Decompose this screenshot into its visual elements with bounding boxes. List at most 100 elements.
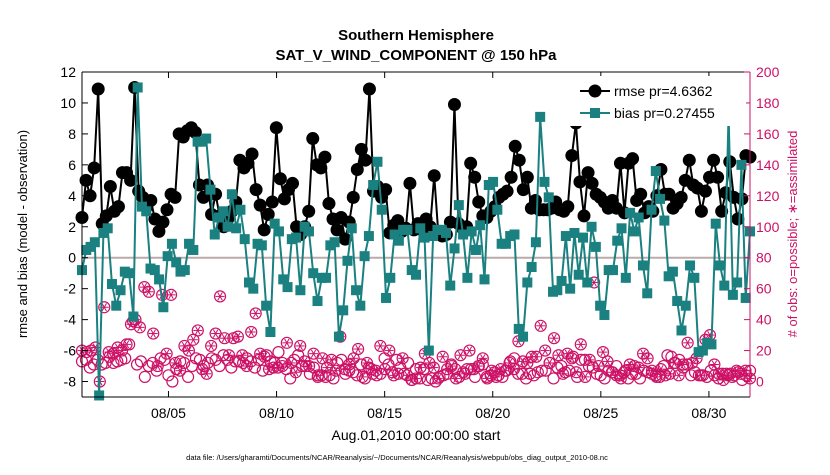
rmse-point: [508, 139, 522, 153]
obs-assimilated-star: [595, 361, 602, 371]
obs-possible-marker: [244, 355, 258, 368]
rmse-point: [103, 180, 117, 194]
bias-point: [625, 207, 636, 218]
obs-assimilated-ring: [173, 364, 187, 377]
obs-assimilated-marker: [552, 349, 565, 362]
obs-assimilated-star: [128, 320, 134, 329]
obs-assimilated-ring: [396, 352, 409, 365]
obs-assimilated-star: [671, 358, 677, 368]
rmse-point: [83, 189, 97, 203]
bias-point: [158, 302, 169, 313]
rmse-point: [585, 176, 599, 190]
obs-assimilated-ring: [120, 338, 133, 351]
bias-point: [655, 193, 666, 204]
rmse-point: [358, 153, 372, 167]
obs-assimilated-marker: [400, 369, 414, 382]
y-left-tick-label: 10: [60, 95, 76, 111]
obs-assimilated-marker: [209, 327, 222, 340]
bias-point: [256, 240, 267, 251]
obs-assimilated-ring: [583, 353, 596, 366]
obs-assimilated-star: [435, 374, 441, 383]
obs-assimilated-marker: [280, 336, 293, 349]
obs-assimilated-star: [658, 364, 664, 374]
obs-assimilated-star: [101, 303, 107, 312]
bias-point: [308, 268, 319, 279]
obs-assimilated-marker: [677, 358, 690, 371]
bias-point: [291, 232, 302, 243]
obs-assimilated-marker: [583, 353, 596, 366]
obs-assimilated-star: [448, 361, 455, 371]
y-right-tick-label: 0: [756, 374, 764, 390]
bias-point: [363, 231, 374, 242]
obs-assimilated-star: [417, 363, 424, 372]
rmse-point: [447, 98, 461, 111]
obs-assimilated-star: [440, 352, 446, 361]
obs-assimilated-marker: [396, 352, 409, 365]
rmse-point: [79, 173, 93, 187]
bias-point: [466, 226, 477, 237]
obs-assimilated-star: [279, 361, 286, 371]
obs-assimilated-marker: [521, 356, 534, 370]
obs-assimilated-star: [123, 340, 130, 349]
obs-assimilated-marker: [178, 339, 191, 353]
obs-assimilated-star: [716, 369, 722, 378]
obs-assimilated-marker: [476, 352, 489, 365]
bias-point: [582, 277, 593, 288]
obs-assimilated-marker: [213, 290, 227, 303]
legend-rmse-marker: [588, 84, 602, 98]
obs-assimilated-star: [377, 341, 384, 351]
obs-assimilated-star: [667, 369, 673, 378]
obs-assimilated-ring: [645, 364, 659, 377]
obs-assimilated-ring: [463, 344, 476, 357]
obs-assimilated-marker: [681, 336, 694, 349]
obs-possible-marker: [327, 372, 340, 385]
y-left-tick-label: 12: [60, 64, 76, 80]
obs-possible-marker: [248, 361, 261, 374]
rmse-point: [249, 183, 263, 197]
obs-assimilated-marker: [133, 321, 146, 334]
bias-point: [351, 285, 362, 296]
bias-point: [607, 265, 618, 276]
obs-assimilated-star: [506, 358, 513, 368]
bias-point: [586, 221, 597, 232]
y-left-tick-label: 2: [68, 219, 76, 235]
obs-assimilated-ring: [142, 285, 155, 298]
rmse-point: [634, 187, 648, 201]
obs-possible-marker: [519, 372, 533, 385]
bias-point: [303, 226, 314, 237]
y-right-tick-label: 20: [756, 343, 772, 359]
obs-assimilated-ring: [539, 344, 552, 357]
obs-assimilated-ring: [356, 370, 369, 383]
obs-assimilated-marker: [712, 367, 725, 380]
rmse-point: [257, 223, 271, 237]
obs-assimilated-marker: [196, 363, 209, 376]
bias-point: [453, 200, 464, 211]
obs-assimilated-star: [591, 278, 597, 287]
obs-assimilated-star: [110, 349, 116, 358]
rmse-point: [273, 172, 287, 186]
obs-assimilated-marker: [343, 358, 356, 371]
obs-assimilated-ring: [329, 364, 342, 377]
obs-assimilated-ring: [726, 370, 739, 383]
obs-assimilated-star: [555, 351, 562, 360]
rmse-point: [427, 169, 441, 183]
bias-point: [599, 309, 610, 320]
obs-assimilated-star: [141, 282, 148, 292]
obs-assimilated-marker: [249, 307, 262, 320]
rmse-point: [573, 175, 587, 189]
obs-assimilated-star: [248, 327, 254, 337]
obs-assimilated-star: [301, 357, 308, 366]
rmse-point: [561, 200, 575, 214]
bias-point: [449, 243, 460, 254]
obs-assimilated-ring: [182, 344, 195, 357]
bias-point: [402, 224, 413, 235]
obs-assimilated-star: [742, 366, 749, 375]
obs-assimilated-marker: [142, 285, 155, 298]
bias-point: [124, 268, 135, 279]
rmse-point: [362, 82, 376, 96]
obs-assimilated-ring: [258, 350, 271, 363]
legend-bias-marker: [590, 108, 600, 118]
obs-assimilated-star: [404, 371, 410, 380]
obs-assimilated-star: [542, 346, 548, 355]
bias-point: [629, 226, 640, 237]
